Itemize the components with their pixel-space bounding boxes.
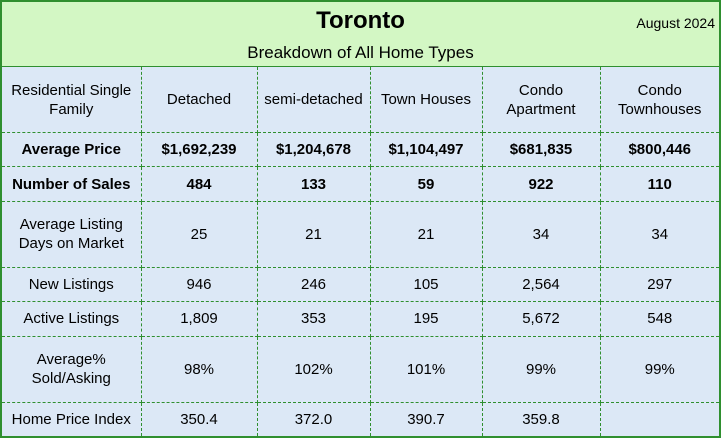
table-row: Average Listing Days on Market 25 21 21 … — [2, 200, 719, 269]
row-label: Number of Sales — [2, 166, 142, 202]
table-cell: 21 — [256, 200, 371, 269]
table-row: Active Listings 1,809 353 195 5,672 548 — [2, 301, 719, 337]
table-cell: 946 — [140, 267, 258, 303]
column-header: semi-detached — [256, 67, 371, 134]
table-cell: 98% — [140, 335, 258, 404]
table-cell: 101% — [369, 335, 483, 404]
row-label: Home Price Index — [2, 402, 142, 436]
table-cell: 34 — [599, 200, 719, 269]
table-cell: 353 — [256, 301, 371, 337]
table-cell: 21 — [369, 200, 483, 269]
table-cell: 359.8 — [481, 402, 601, 436]
table-cell: $681,835 — [481, 132, 601, 168]
report-date: August 2024 — [636, 15, 715, 31]
column-header: Detached — [140, 67, 258, 134]
table-cell: 59 — [369, 166, 483, 202]
table-cell: 105 — [369, 267, 483, 303]
report-subtitle: Breakdown of All Home Types — [247, 43, 474, 62]
row-label: New Listings — [2, 267, 142, 303]
row-label: Average Price — [2, 132, 142, 168]
table-cell: $1,104,497 — [369, 132, 483, 168]
column-header: Condo Townhouses — [599, 67, 719, 134]
table-cell: 548 — [599, 301, 719, 337]
column-header: Town Houses — [369, 67, 483, 134]
row-label: Average Listing Days on Market — [2, 200, 142, 269]
report-header: Toronto Breakdown of All Home Types Augu… — [2, 2, 719, 67]
table-cell: 297 — [599, 267, 719, 303]
table-row: Home Price Index 350.4 372.0 390.7 359.8 — [2, 402, 719, 436]
table-cell: 2,564 — [481, 267, 601, 303]
table-cell: 246 — [256, 267, 371, 303]
table-cell: 5,672 — [481, 301, 601, 337]
row-label: Active Listings — [2, 301, 142, 337]
table-cell: 34 — [481, 200, 601, 269]
table-cell: 102% — [256, 335, 371, 404]
table-cell: 922 — [481, 166, 601, 202]
table-row: New Listings 946 246 105 2,564 297 — [2, 267, 719, 303]
table-header-row: Residential Single Family Detached semi-… — [2, 67, 719, 134]
table-cell: 1,809 — [140, 301, 258, 337]
table-cell: 195 — [369, 301, 483, 337]
table-cell — [599, 402, 719, 436]
table-cell: 390.7 — [369, 402, 483, 436]
table-cell: $1,692,239 — [140, 132, 258, 168]
table-cell: 484 — [140, 166, 258, 202]
home-types-table: Residential Single Family Detached semi-… — [2, 67, 719, 436]
table-cell: $1,204,678 — [256, 132, 371, 168]
table-cell: 133 — [256, 166, 371, 202]
table-cell: 25 — [140, 200, 258, 269]
table-cell: 99% — [481, 335, 601, 404]
column-header: Residential Single Family — [2, 67, 142, 134]
table-row: Number of Sales 484 133 59 922 110 — [2, 166, 719, 202]
table-cell: 350.4 — [140, 402, 258, 436]
table-cell: 110 — [599, 166, 719, 202]
table-cell: $800,446 — [599, 132, 719, 168]
row-label: Average% Sold/Asking — [2, 335, 142, 404]
table-row: Average Price $1,692,239 $1,204,678 $1,1… — [2, 132, 719, 168]
report-title: Toronto — [316, 7, 405, 34]
table-cell: 372.0 — [256, 402, 371, 436]
table-row: Average% Sold/Asking 98% 102% 101% 99% 9… — [2, 335, 719, 404]
column-header: Condo Apartment — [481, 67, 601, 134]
table-cell: 99% — [599, 335, 719, 404]
